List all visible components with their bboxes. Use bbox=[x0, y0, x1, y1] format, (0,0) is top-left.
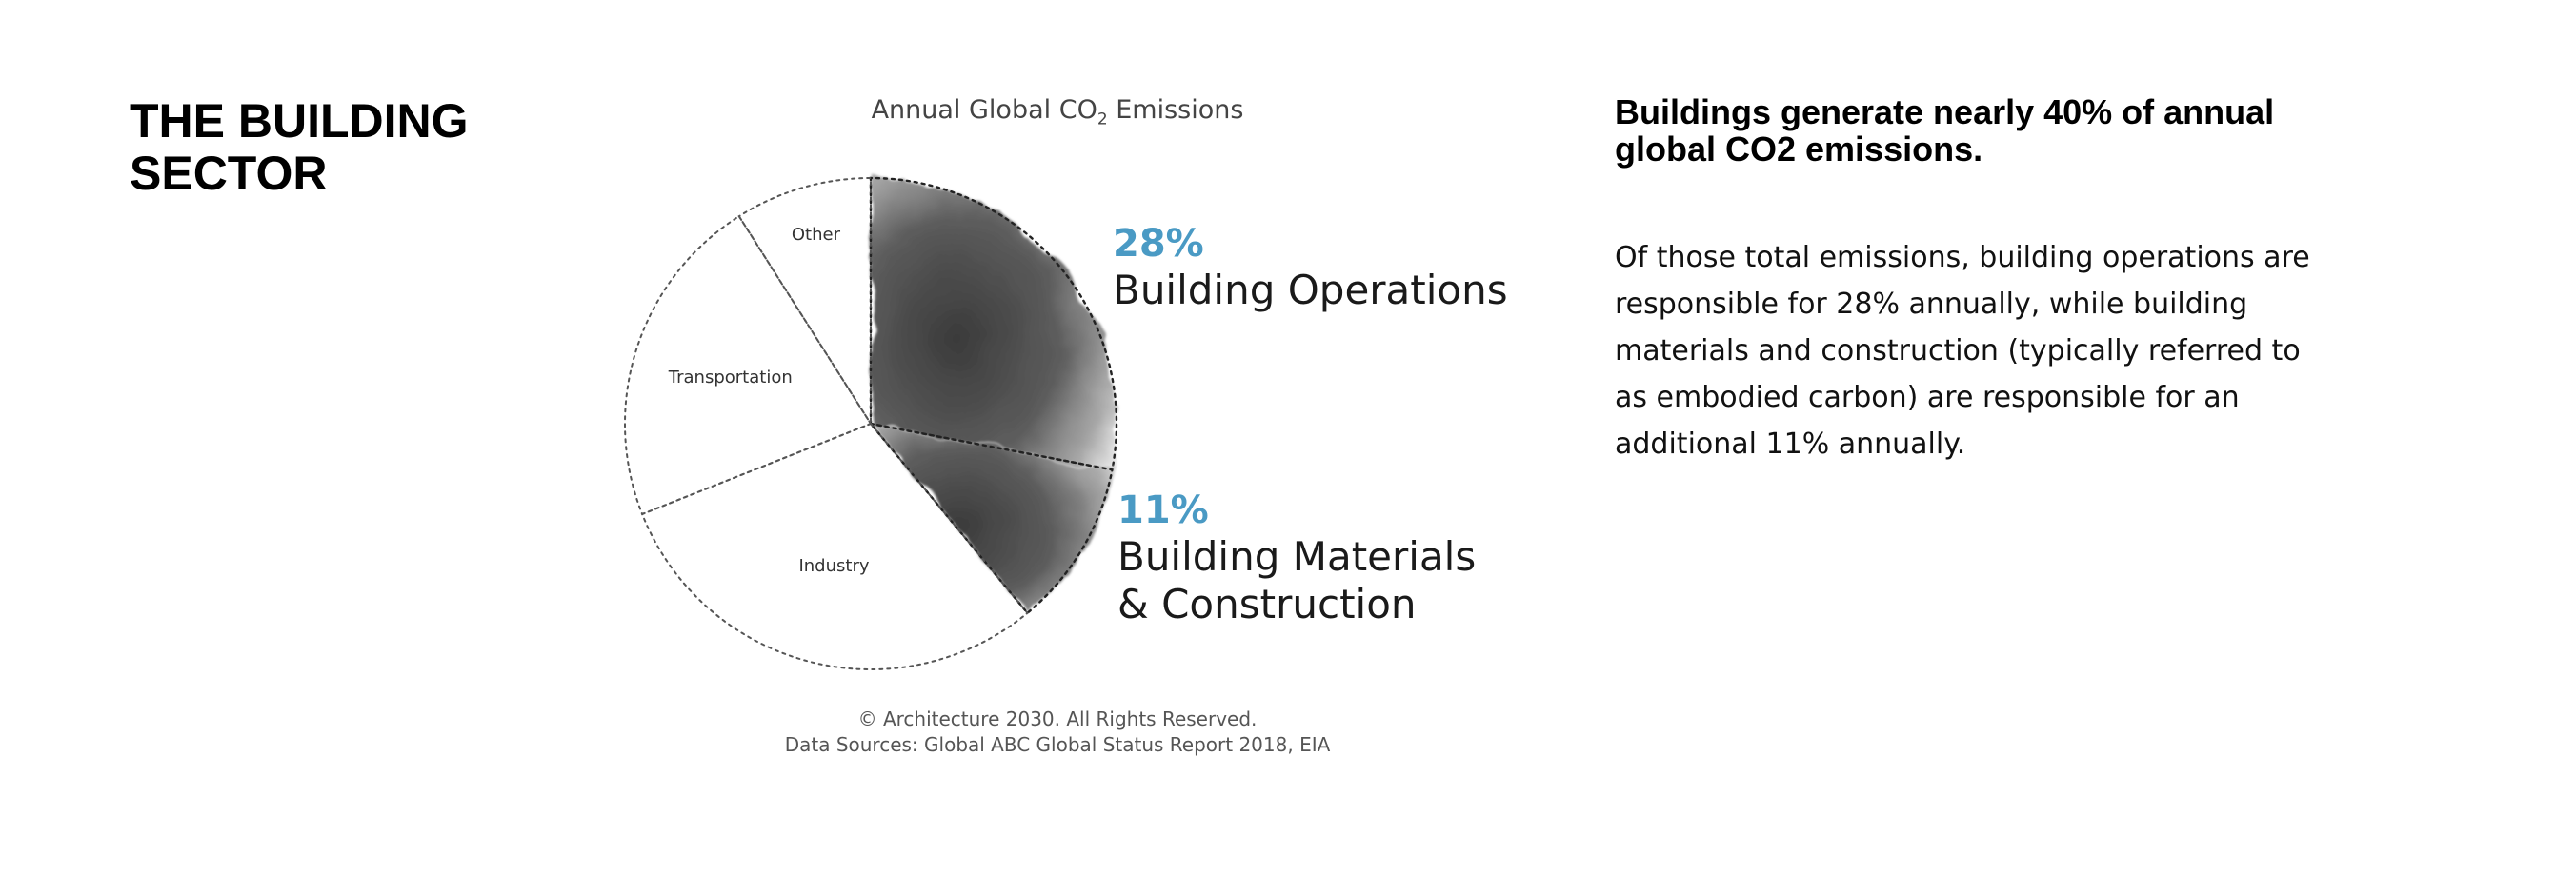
pie-label-other: Other bbox=[792, 225, 841, 245]
pie-slice-building-operations-fill bbox=[871, 178, 1117, 470]
pie-slice-building-materials-construction bbox=[867, 422, 1114, 615]
summary-headline: Buildings generate nearly 40% of annual … bbox=[1615, 92, 2275, 169]
chart-title-main: Annual Global CO bbox=[871, 95, 1097, 125]
copyright-note: © Architecture 2030. All Rights Reserved… bbox=[857, 707, 1258, 730]
summary-body: Of those total emissions, building opera… bbox=[1615, 241, 2310, 461]
emissions-pie-chart: Annual Global CO2 Emissions Industry Tran… bbox=[533, 76, 1600, 800]
chart-footer: © Architecture 2030. All Rights Reserved… bbox=[533, 707, 1581, 758]
callout-percent-building-materials: 11% bbox=[1117, 488, 1209, 532]
data-sources-note: Data Sources: Global ABC Global Status R… bbox=[784, 733, 1331, 756]
callout-label-building-materials: Building Materials & Construction bbox=[1117, 533, 1477, 627]
pie-inner-labels: Industry Transportation Other bbox=[668, 225, 870, 576]
page-title: THE BUILDING SECTOR bbox=[130, 94, 469, 200]
callout-label-building-operations: Building Operations bbox=[1113, 267, 1508, 313]
callout-percent-building-operations: 28% bbox=[1113, 222, 1204, 266]
chart-title-subscript: 2 bbox=[1097, 110, 1108, 129]
pie-slice-other bbox=[737, 176, 872, 428]
pie-slice-industry bbox=[640, 422, 1029, 670]
summary-column: Buildings generate nearly 40% of annual … bbox=[1615, 93, 2320, 468]
pie-slices bbox=[624, 176, 1118, 670]
pie-slice-building-materials-construction-fill bbox=[871, 424, 1113, 613]
pie-slice-transportation bbox=[624, 214, 873, 516]
pie-label-transportation: Transportation bbox=[668, 368, 793, 388]
chart-title-end: Emissions bbox=[1107, 95, 1244, 125]
pie-slice-building-operations bbox=[869, 176, 1118, 471]
pie-label-industry: Industry bbox=[798, 556, 869, 576]
chart-title: Annual Global CO2 Emissions bbox=[533, 95, 1581, 129]
pie-svg: Industry Transportation Other bbox=[624, 176, 1118, 670]
